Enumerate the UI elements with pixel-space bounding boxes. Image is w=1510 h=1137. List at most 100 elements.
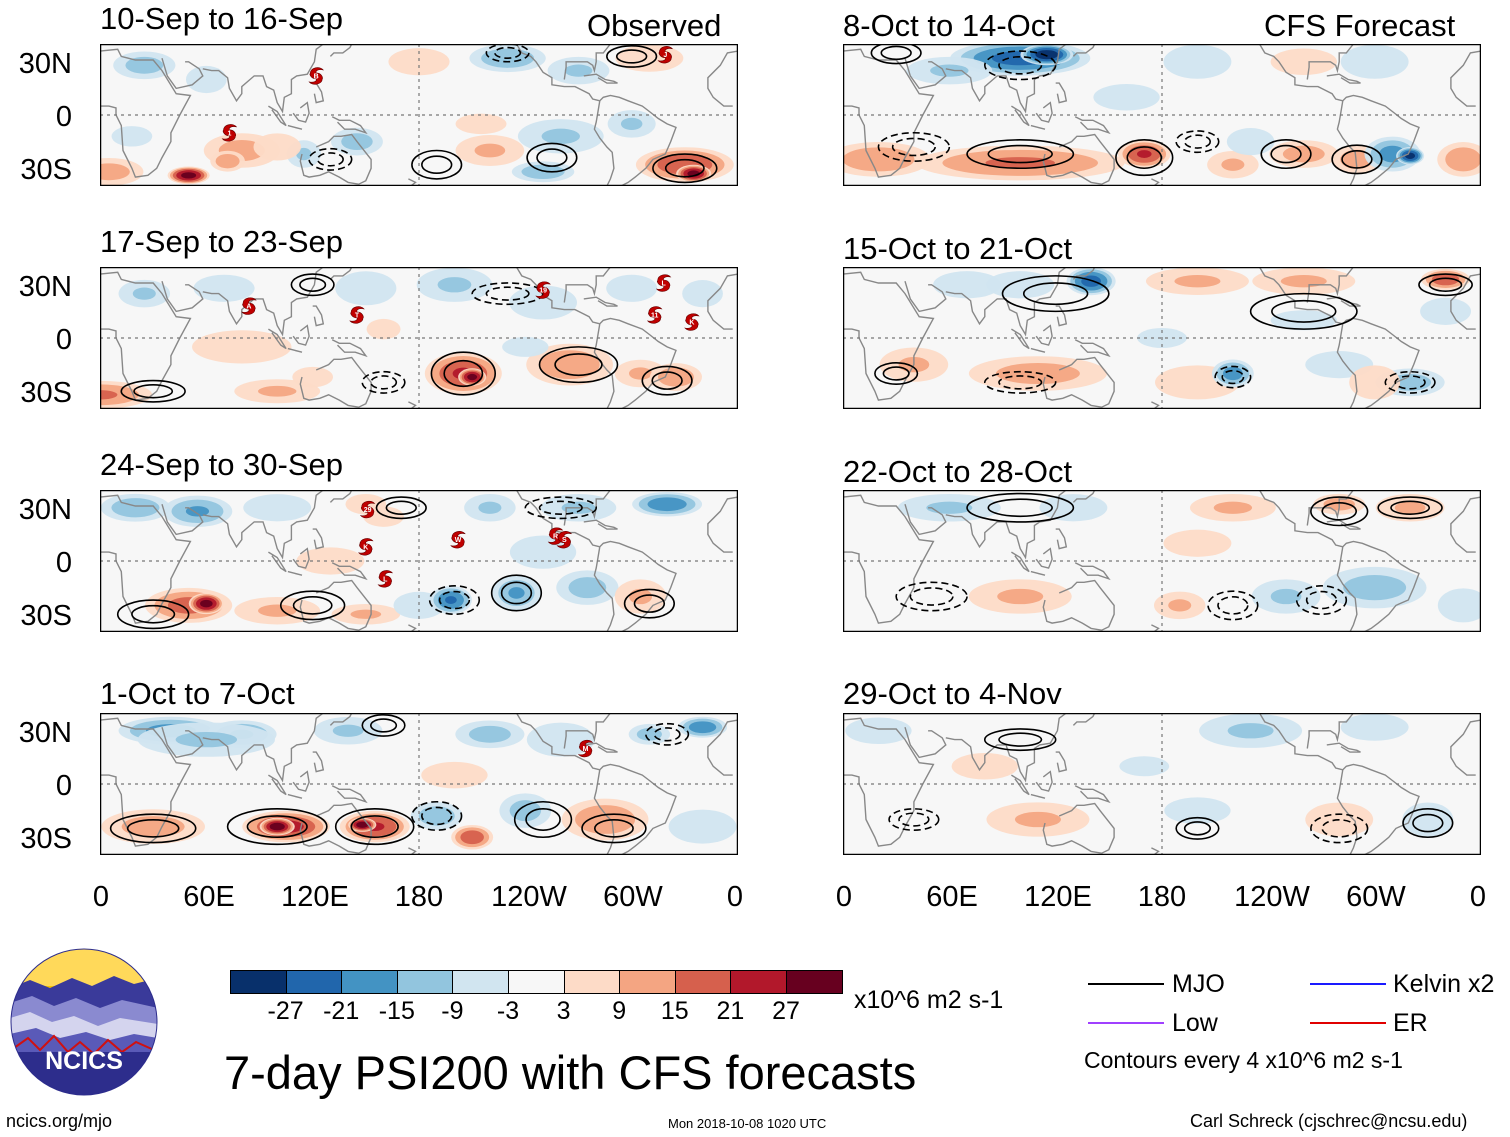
mjo-contour (998, 375, 1043, 390)
anomaly-shade (455, 113, 507, 135)
mjo-contour (895, 581, 968, 612)
storm-label: R (553, 534, 558, 541)
mjo-contour (1126, 146, 1163, 170)
mjo-contour (882, 366, 910, 381)
y-tick-label: 30S (20, 377, 72, 409)
anomaly-shade (1270, 48, 1337, 76)
anomaly-shade (1349, 365, 1401, 400)
mjo-contour (1428, 277, 1463, 292)
coastline (331, 785, 368, 804)
coastline (1074, 116, 1111, 135)
logo-text: NCICS (45, 1047, 123, 1075)
colorbar-units: x10^6 m2 s-1 (854, 986, 1004, 1014)
anomaly-shade (215, 153, 240, 169)
coastline (1258, 713, 1343, 771)
mjo-contour (361, 370, 406, 394)
anomaly-shade (388, 48, 450, 76)
anomaly-shade (926, 501, 973, 514)
coastline (1258, 490, 1343, 548)
anomaly-shade (843, 147, 915, 172)
anomaly-shade (1282, 145, 1325, 163)
mjo-contour (316, 152, 344, 167)
mjo-contour (581, 813, 647, 844)
mjo-contour (526, 142, 578, 173)
panel-title: 24-Sep to 30-Sep (100, 447, 344, 482)
anomaly-shade (200, 599, 213, 608)
x-tick-label: 0 (835, 881, 853, 913)
mjo-contour (1384, 370, 1436, 394)
anomaly-shade (1093, 83, 1160, 111)
anomaly-shade (332, 724, 364, 737)
anomaly-shade (986, 271, 1055, 299)
coastline (599, 317, 677, 409)
anomaly-shade (647, 497, 687, 512)
mjo-contour (1271, 299, 1337, 323)
ncics-logo: NCICS (10, 948, 158, 1096)
coastline (1336, 323, 1358, 409)
anomaly-shade (951, 752, 1018, 780)
mjo-contour (870, 44, 922, 65)
anomaly-shade (845, 717, 912, 745)
anomaly-shade (1163, 44, 1232, 79)
coastline (100, 494, 192, 624)
mjo-contour (226, 808, 328, 846)
y-tick-label: 0 (55, 101, 72, 133)
coastline (515, 713, 600, 771)
mjo-contour (877, 131, 951, 162)
anomaly-shade (1168, 599, 1192, 612)
coastline (312, 751, 325, 773)
mjo-contour (1402, 808, 1454, 839)
coastline (1074, 562, 1111, 581)
anomaly-shade (1136, 150, 1152, 158)
anomaly-shade (657, 367, 694, 387)
y-tick-label: 30N (18, 717, 72, 749)
legend-line-er (1310, 1022, 1386, 1024)
storm-marker: 19 (535, 281, 551, 299)
mjo-contour (443, 359, 484, 388)
anomaly-shade (468, 725, 511, 743)
storm-label: M (583, 746, 589, 753)
x-tick-label: 180 (394, 881, 444, 913)
mjo-contour (594, 819, 634, 838)
mjo-contour (361, 713, 406, 737)
anomaly-shade (356, 821, 369, 828)
mjo-contour (1022, 282, 1089, 306)
anomaly-shade (111, 498, 160, 518)
anomaly-shade (1226, 128, 1275, 156)
mjo-contour (645, 722, 690, 746)
anomaly-shade (478, 501, 502, 514)
mjo-contour (1260, 139, 1312, 170)
mjo-contour (279, 590, 346, 621)
coastline (1342, 94, 1420, 186)
coastline (292, 547, 310, 569)
storm-marker: W (450, 531, 466, 549)
colorbar-segment (786, 970, 843, 994)
coastline (1258, 44, 1343, 102)
coastline (843, 494, 935, 624)
anomaly-shade (100, 163, 130, 181)
mjo-contour (411, 800, 463, 831)
coastline (593, 100, 615, 186)
mjo-contour (1341, 150, 1373, 169)
storm-label: J (663, 52, 667, 59)
storm-label: T (355, 312, 360, 319)
colorbar-label: 21 (716, 997, 745, 1025)
coastline (599, 763, 677, 855)
mjo-contour (500, 581, 533, 605)
coastline (292, 770, 310, 792)
storm-marker: L (655, 274, 672, 292)
panel-title: 10-Sep to 16-Sep (100, 1, 344, 36)
storm-marker: K (684, 313, 700, 331)
anomaly-shade (437, 277, 472, 293)
anomaly-shade (509, 285, 577, 320)
coastline (312, 305, 325, 327)
coastline (292, 324, 310, 346)
mjo-contour (350, 815, 399, 839)
coastline (287, 124, 303, 130)
coastline (161, 503, 204, 536)
coastline (268, 105, 287, 127)
anomaly-shade (508, 587, 525, 599)
coastline (100, 717, 192, 847)
mjo-contour (651, 371, 683, 390)
coastline (268, 774, 287, 796)
